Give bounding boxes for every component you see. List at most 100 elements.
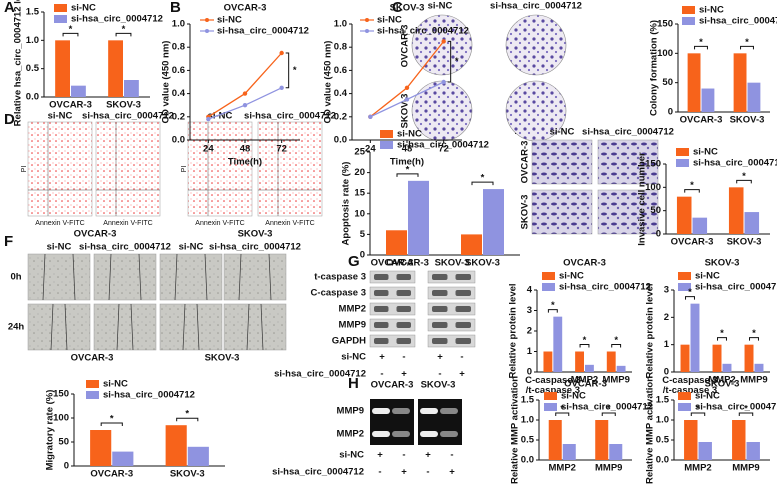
band (455, 290, 471, 296)
y-tick-label: 0.5 (26, 63, 40, 74)
group-label: OVCAR-3 (74, 229, 117, 240)
band-label: t-caspase 3 (314, 272, 366, 283)
sig-bracket (740, 45, 754, 50)
x-tick-label: MMP2 (549, 463, 576, 474)
bar (701, 88, 715, 112)
y-tick-label: 1.0 (172, 19, 185, 30)
x-tick-label: OVCAR-3 (90, 469, 133, 480)
y-axis-label: Invasive cell number (637, 152, 648, 246)
point (404, 85, 410, 91)
y-tick-label: 50 (662, 77, 673, 88)
panel-label: H (348, 375, 359, 392)
panel-label: F (4, 233, 13, 250)
legend-label: si-hsa_circ_0004712 (217, 26, 309, 37)
y-tick-label: 0.8 (172, 42, 185, 53)
bar (585, 364, 594, 372)
x-tick-label: SKOV-3 (730, 115, 765, 126)
band (374, 274, 389, 280)
bar (616, 365, 626, 372)
edge (64, 303, 68, 351)
significance: * (455, 56, 459, 67)
bar (728, 187, 744, 234)
sig-bracket (396, 173, 419, 177)
legend-label: si-hsa_circ_0004712 (559, 282, 651, 293)
bar (687, 53, 701, 112)
panel-label: A (4, 0, 15, 16)
image (223, 303, 287, 351)
y-tick-label: 15 (354, 188, 365, 199)
chart-title: OVCAR-3 (564, 379, 607, 390)
y-tick-label: 0.4 (334, 88, 348, 99)
band (455, 274, 471, 280)
group-label: SKOV-3 (421, 380, 456, 391)
y-tick-label: 0 (656, 229, 661, 240)
sig-bracket (285, 52, 290, 89)
x-tick-label: SKOV-3 (727, 237, 762, 248)
legend-label: si-NC (561, 391, 586, 402)
legend-label: si-hsa_circ_0004712 (699, 16, 777, 27)
band-label: GAPDH (332, 336, 366, 347)
bar (744, 344, 754, 372)
column-label: si-hsa_circ_0004712 (82, 111, 174, 122)
significance: * (720, 328, 724, 339)
bar (165, 425, 187, 466)
edge (260, 303, 264, 351)
y-tick-label: 0.2 (172, 111, 185, 122)
x-tick-label: OVCAR-3 (671, 237, 714, 248)
band (396, 274, 411, 280)
y-tick-label: 20 (354, 167, 365, 178)
sig-bracket (694, 45, 708, 50)
group-label: OVCAR-3 (371, 258, 414, 269)
edge (116, 303, 120, 351)
significance: * (110, 414, 114, 425)
bar (55, 40, 70, 97)
x-tick-label: 72 (276, 144, 287, 155)
legend-swatch (380, 141, 393, 149)
y-tick-label: 0.6 (172, 65, 185, 76)
bar (543, 351, 553, 372)
legend-label: si-hsa_circ_0004712 (377, 26, 469, 37)
sign: - (402, 450, 405, 461)
band (374, 322, 389, 328)
y-tick-label: 10 (354, 208, 365, 219)
sig-bracket (447, 40, 452, 83)
sig-bracket (690, 412, 706, 416)
x-tick-label: 24 (203, 144, 214, 155)
x-tick-label: SKOV-3 (170, 469, 205, 480)
x-tick-label: 48 (402, 144, 413, 155)
y-axis-label: OD value (450 nm) (323, 41, 334, 124)
panel-label: C (392, 0, 403, 16)
edge (238, 253, 242, 301)
x-tick-label: OVCAR-3 (386, 258, 429, 269)
edge (130, 303, 134, 351)
sig-bracket (611, 344, 622, 348)
edge (138, 253, 142, 301)
bar (684, 420, 698, 460)
legend-swatch (542, 283, 555, 291)
column-label: si-hsa_circ_0004712 (582, 127, 674, 138)
sign: + (401, 467, 407, 478)
point (441, 39, 446, 44)
axis-label: PI (21, 166, 28, 173)
column-label: si-hsa_circ_0004712 (209, 242, 301, 253)
y-tick-label: 5 (360, 229, 366, 240)
significance: * (583, 335, 587, 346)
legend-swatch (676, 159, 689, 167)
bar (609, 444, 623, 460)
band (374, 338, 389, 344)
condition-label: si-NC (339, 450, 364, 461)
sig-bracket (555, 412, 570, 416)
bar (386, 230, 407, 255)
legend-swatch (86, 380, 99, 388)
band-label: MMP2 (337, 429, 364, 440)
point (404, 97, 410, 102)
band (432, 306, 448, 312)
y-tick-label: 1.0 (334, 19, 347, 30)
significance: * (744, 404, 748, 415)
legend-swatch (205, 29, 209, 33)
legend-swatch (678, 392, 691, 400)
sign: + (425, 450, 431, 461)
sign: + (379, 352, 385, 363)
y-tick-label: 1.0 (656, 415, 669, 426)
y-tick-label: 0.4 (172, 88, 186, 99)
